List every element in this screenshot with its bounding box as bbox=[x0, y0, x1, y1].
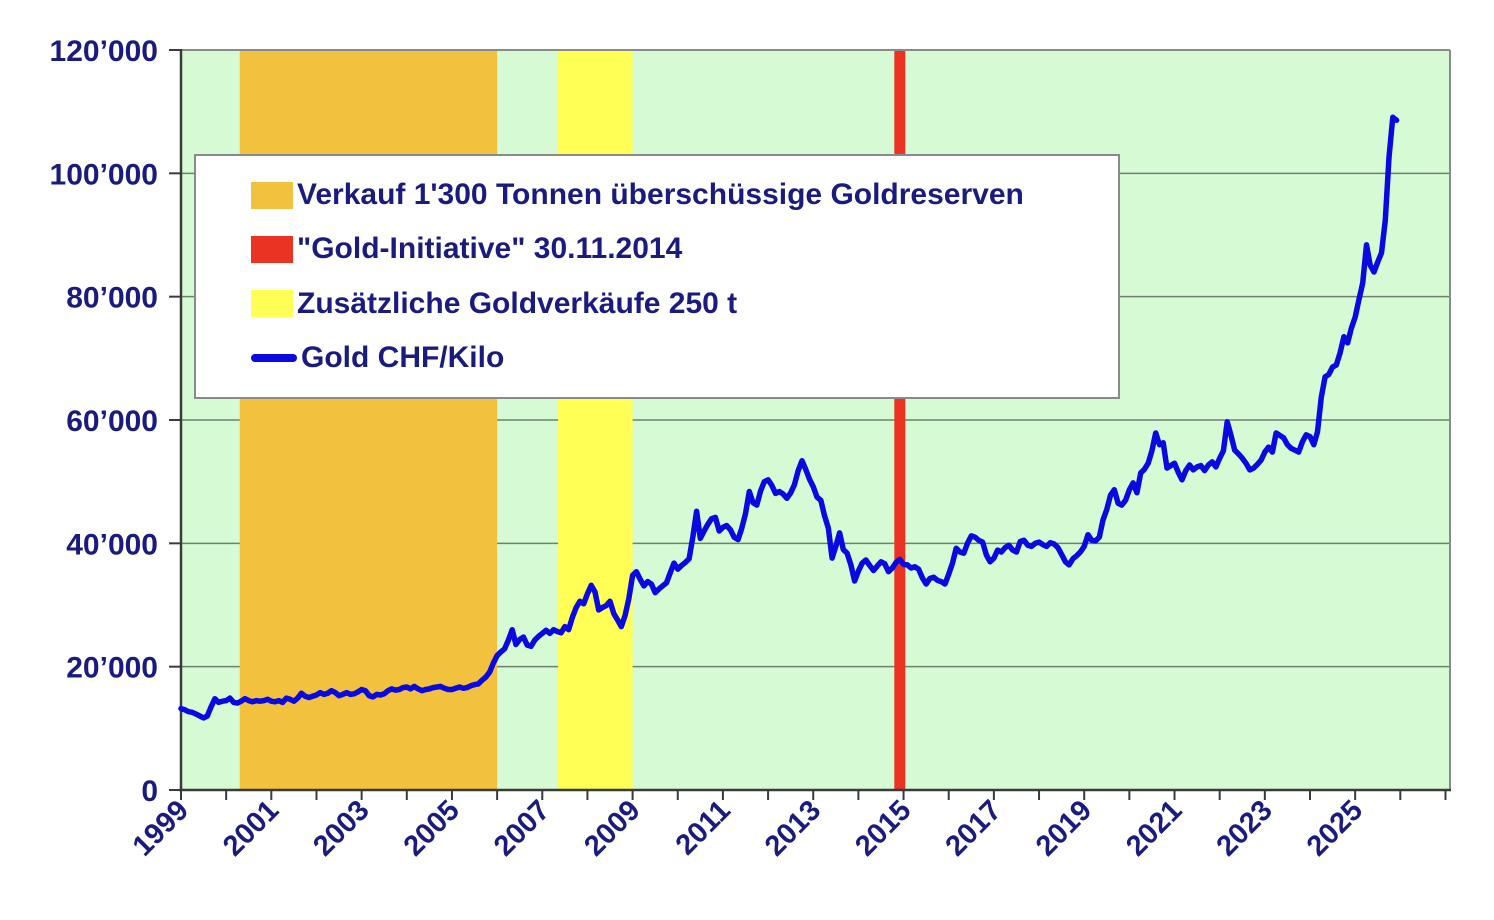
x-tick-label: 2019 bbox=[1030, 794, 1098, 862]
y-tick-label: 20’000 bbox=[66, 652, 158, 685]
y-tick-label: 40’000 bbox=[66, 528, 158, 561]
x-tick-label: 2009 bbox=[578, 794, 646, 862]
y-tick-label: 80’000 bbox=[66, 282, 158, 315]
legend-label-zusaetzliche: Zusätzliche Goldverkäufe 250 t bbox=[297, 286, 738, 320]
legend-item-verkauf: Verkauf 1'300 Tonnen überschüssige Goldr… bbox=[251, 180, 1118, 210]
x-tick-label: 2023 bbox=[1211, 794, 1279, 862]
chart-legend: Verkauf 1'300 Tonnen überschüssige Goldr… bbox=[194, 154, 1120, 399]
legend-swatch-orange bbox=[251, 181, 293, 209]
event-line-gold-initiative bbox=[894, 50, 906, 790]
x-tick-label: 2013 bbox=[759, 794, 827, 862]
x-tick-label: 2001 bbox=[217, 794, 285, 862]
x-tick-label: 2015 bbox=[849, 794, 917, 862]
legend-item-zusaetzliche: Zusätzliche Goldverkäufe 250 t bbox=[251, 286, 1118, 320]
x-tick-label: 1999 bbox=[127, 794, 195, 862]
x-tick-label: 2025 bbox=[1301, 794, 1369, 862]
x-tick-label: 2005 bbox=[398, 794, 466, 862]
y-tick-label: 100’000 bbox=[50, 158, 158, 191]
legend-item-gold-chf-kilo: Gold CHF/Kilo bbox=[251, 340, 1118, 374]
legend-swatch-blue-line bbox=[251, 353, 297, 362]
legend-label-gold-chf-kilo: Gold CHF/Kilo bbox=[301, 340, 505, 374]
legend-label-gold-initiative: "Gold-Initiative" 30.11.2014 bbox=[297, 232, 683, 266]
y-tick-label: 60’000 bbox=[66, 405, 158, 438]
x-tick-label: 2007 bbox=[488, 794, 556, 862]
legend-swatch-red bbox=[251, 235, 293, 263]
legend-item-gold-initiative: "Gold-Initiative" 30.11.2014 bbox=[251, 234, 1118, 264]
legend-label-verkauf: Verkauf 1'300 Tonnen überschüssige Goldr… bbox=[297, 178, 1024, 212]
x-tick-label: 2003 bbox=[307, 794, 375, 862]
x-tick-label: 2017 bbox=[940, 794, 1008, 862]
x-tick-label: 2021 bbox=[1120, 794, 1188, 862]
legend-swatch-yellow bbox=[251, 290, 293, 318]
gold-price-series-line bbox=[178, 114, 1400, 721]
y-tick-label: 120’000 bbox=[50, 35, 158, 68]
y-tick-label: 0 bbox=[141, 775, 158, 808]
x-tick-label: 2011 bbox=[670, 794, 737, 861]
